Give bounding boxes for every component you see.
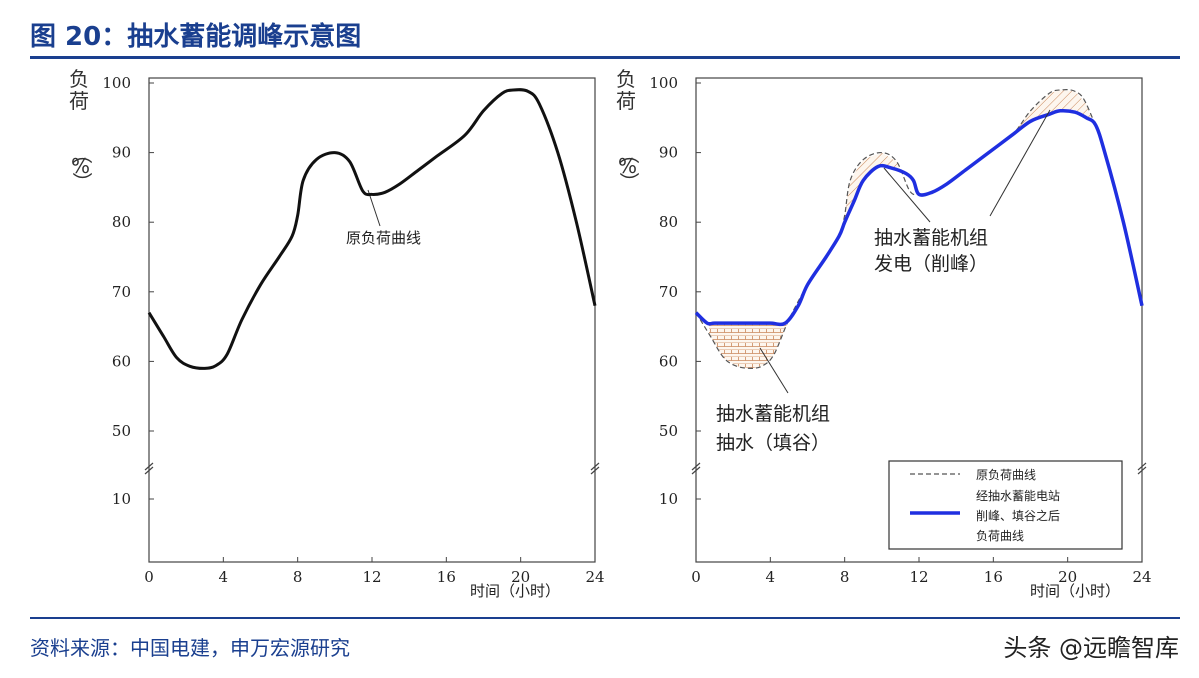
right-axis-break-mark (691, 462, 701, 475)
right-x-tick-label: 8 (840, 568, 850, 586)
left-x-tick-label: 16 (437, 568, 456, 586)
left-x-tick-label: 24 (585, 568, 604, 586)
left-x-axis-label: 时间（小时） (470, 582, 560, 600)
right-x-tick-label: 20 (1058, 568, 1077, 586)
right-y-tick-label: 50 (659, 422, 678, 440)
left-chart: 10 50 60 70 80 90 100 0 4 8 12 16 20 24 负荷 （%） 时间（小时） 原… (69, 67, 605, 600)
left-y-axis-label-char: 负 (69, 67, 89, 91)
legend-label-adjusted-line1: 经抽水蓄能电站 (976, 489, 1060, 503)
left-axis-break-mark (590, 462, 600, 475)
left-y-tick-label: 100 (102, 74, 131, 92)
right-y-axis-label-char: ） (617, 172, 641, 192)
watermark: 头条 @远瞻智库 (1003, 634, 1179, 662)
left-y-tick-label: 70 (112, 283, 131, 301)
right-annotation-peak-leader1 (883, 167, 931, 223)
right-annotation-peak-leader2 (989, 109, 1051, 217)
right-x-tick-label: 0 (691, 568, 701, 586)
left-x-tick-label: 0 (144, 568, 154, 586)
right-x-axis-label: 时间（小时） (1030, 582, 1120, 600)
right-y-tick-label: 100 (649, 74, 678, 92)
legend-box (888, 460, 1123, 550)
page-title: 图 20：抽水蓄能调峰示意图 (30, 22, 362, 52)
right-x-tick-label: 12 (909, 568, 928, 586)
footer-rule (30, 617, 1180, 619)
right-annotation-valley-line1: 抽水蓄能机组 (716, 403, 830, 425)
right-chart: 10 50 60 70 80 90 100 0 4 8 12 16 20 24 负荷 （%） 时间（小时） 抽… (616, 67, 1152, 600)
right-axis-break-mark (1137, 462, 1147, 475)
right-peak2-shave-area (1011, 90, 1102, 142)
left-y-tick-label: 90 (112, 144, 131, 162)
right-annotation-valley-leader (759, 347, 789, 394)
right-y-tick-label: 60 (659, 352, 678, 370)
right-x-tick-label: 4 (766, 568, 776, 586)
legend-label-original: 原负荷曲线 (976, 468, 1036, 482)
left-y-axis-label-char: （ (70, 144, 94, 164)
right-adjusted-series-line (694, 108, 1144, 327)
right-y-tick-label: 90 (659, 144, 678, 162)
right-y-axis-label-char: % (618, 154, 637, 178)
right-original-series-line (695, 89, 1143, 370)
left-y-axis-label-char: % (71, 154, 90, 178)
right-y-axis-label-char: （ (617, 144, 641, 164)
right-y-tick-label: 70 (659, 283, 678, 301)
left-y-tick-label: 50 (112, 422, 131, 440)
left-y-axis-label-char: ） (70, 172, 94, 192)
left-x-tick-label: 8 (293, 568, 303, 586)
left-x-tick-label: 20 (511, 568, 530, 586)
left-x-tick-label: 12 (362, 568, 381, 586)
right-annotation-valley-line2: 抽水（填谷） (716, 432, 830, 454)
left-y-tick-label: 10 (112, 490, 131, 508)
right-x-tick-label: 16 (984, 568, 1003, 586)
left-y-tick-label: 60 (112, 352, 131, 370)
left-annotation-leader (367, 189, 381, 227)
right-y-axis-label-char: 负 (616, 67, 636, 91)
legend-label-adjusted-line3: 负荷曲线 (976, 529, 1024, 543)
right-legend: 原负荷曲线 经抽水蓄能电站 削峰、填谷之后 负荷曲线 (888, 460, 1123, 550)
source-note: 资料来源：中国电建，申万宏源研究 (30, 636, 350, 660)
left-y-axis-label-char: 荷 (69, 89, 89, 113)
right-peak1-shave-area (844, 152, 919, 223)
right-y-tick-label: 10 (659, 490, 678, 508)
left-y-tick-label: 80 (112, 213, 131, 231)
left-axis-break-mark (144, 462, 154, 475)
right-y-axis-label-char: 荷 (616, 89, 636, 113)
right-y-tick-label: 80 (659, 213, 678, 231)
left-original-series-line (147, 88, 597, 370)
title-rule (30, 56, 1180, 59)
legend-label-adjusted-line2: 削峰、填谷之后 (976, 509, 1060, 523)
left-chart-frame (148, 77, 596, 563)
left-annotation-original: 原负荷曲线 (346, 229, 421, 247)
right-annotation-peak-line1: 抽水蓄能机组 (874, 227, 988, 249)
right-annotation-peak-line2: 发电（削峰） (874, 253, 988, 275)
right-x-tick-label: 24 (1132, 568, 1151, 586)
right-valley-fill-area (709, 320, 788, 369)
left-x-tick-label: 4 (219, 568, 229, 586)
